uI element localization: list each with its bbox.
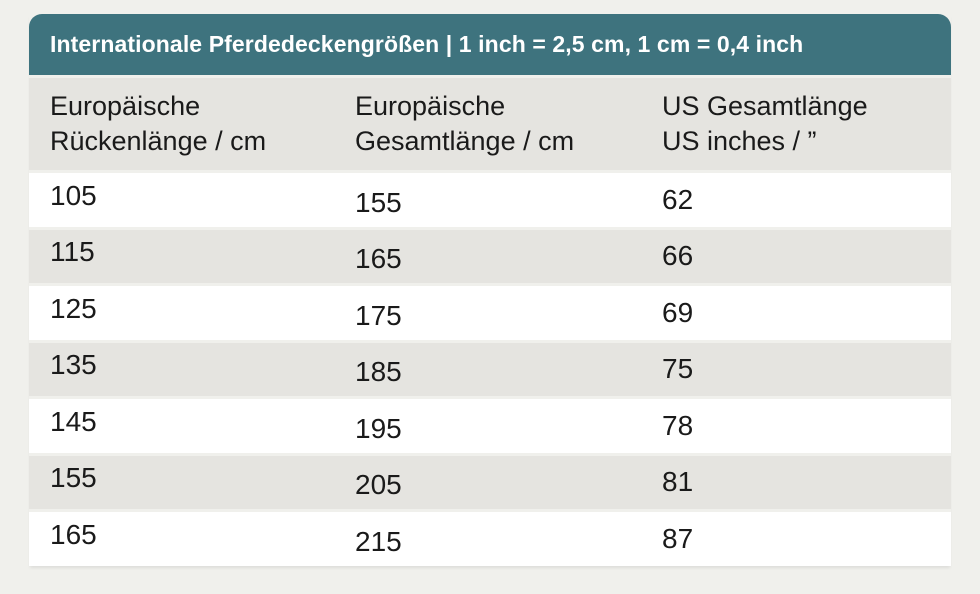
table-row: 105 155 62 xyxy=(29,170,951,227)
column-header-line: US inches / ” xyxy=(662,126,817,156)
table-header-row: Europäische Rückenlänge / cm Europäische… xyxy=(29,78,951,170)
cell-us-inches: 69 xyxy=(662,296,694,328)
cell-rueckenlaenge: 145 xyxy=(50,405,97,437)
cell-us-inches: 78 xyxy=(662,409,694,441)
cell-gesamtlaenge: 155 xyxy=(355,186,402,218)
table-row: 135 185 75 xyxy=(29,339,951,396)
cell-rueckenlaenge: 165 xyxy=(50,518,97,550)
cell-gesamtlaenge: 205 xyxy=(355,469,402,501)
column-header-gesamtlaenge: Europäische Gesamtlänge / cm xyxy=(355,89,662,159)
table-row: 165 215 87 xyxy=(29,509,951,566)
column-header-line: Rückenlänge / cm xyxy=(50,126,267,156)
cell-gesamtlaenge: 165 xyxy=(355,243,402,275)
cell-gesamtlaenge: 175 xyxy=(355,299,402,331)
table-row: 145 195 78 xyxy=(29,396,951,453)
table-title: Internationale Pferdedeckengrößen | 1 in… xyxy=(50,31,804,57)
cell-rueckenlaenge: 125 xyxy=(50,292,97,324)
column-header-line: US Gesamtlänge xyxy=(662,91,868,121)
column-header-rueckenlaenge: Europäische Rückenlänge / cm xyxy=(29,89,355,159)
table-row: 115 165 66 xyxy=(29,226,951,283)
table-row: 125 175 69 xyxy=(29,283,951,340)
cell-us-inches: 75 xyxy=(662,353,694,385)
size-table: Internationale Pferdedeckengrößen | 1 in… xyxy=(29,14,951,566)
table-row: 155 205 81 xyxy=(29,452,951,509)
column-header-us-inches: US Gesamtlänge US inches / ” xyxy=(662,89,951,159)
cell-rueckenlaenge: 105 xyxy=(50,179,97,211)
cell-us-inches: 62 xyxy=(662,183,694,215)
cell-gesamtlaenge: 215 xyxy=(355,525,402,557)
cell-gesamtlaenge: 185 xyxy=(355,356,402,388)
column-header-line: Gesamtlänge / cm xyxy=(355,126,575,156)
cell-us-inches: 87 xyxy=(662,522,694,554)
column-header-line: Europäische xyxy=(50,91,201,121)
cell-us-inches: 66 xyxy=(662,240,694,272)
cell-gesamtlaenge: 195 xyxy=(355,412,402,444)
cell-rueckenlaenge: 115 xyxy=(50,236,95,268)
cell-us-inches: 81 xyxy=(662,466,694,498)
cell-rueckenlaenge: 135 xyxy=(50,349,97,381)
cell-rueckenlaenge: 155 xyxy=(50,462,97,494)
column-header-line: Europäische xyxy=(355,91,506,121)
table-title-bar: Internationale Pferdedeckengrößen | 1 in… xyxy=(29,14,951,75)
